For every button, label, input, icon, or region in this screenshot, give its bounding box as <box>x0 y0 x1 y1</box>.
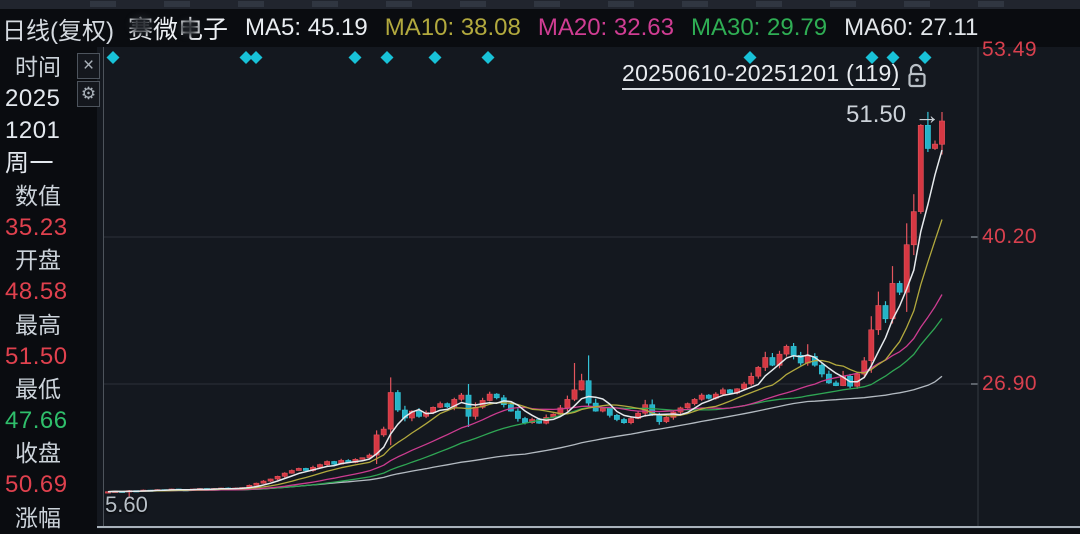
field-value-label: 数值 <box>15 182 61 209</box>
lock-icon[interactable] <box>906 63 928 89</box>
field-close: 50.69 <box>5 471 68 499</box>
redaction-smudge <box>179 20 198 36</box>
event-markers[interactable] <box>106 51 932 64</box>
date-year: 2025 <box>5 85 61 113</box>
close-button[interactable]: × <box>77 53 100 79</box>
date-monthday: 1201 <box>5 117 61 145</box>
close-icon: × <box>82 55 95 76</box>
ma60-readout: MA60: 27.11 <box>844 14 979 41</box>
chart-background <box>97 47 1080 529</box>
axis-price-top: 53.49 <box>982 38 1038 61</box>
candles-layer <box>105 111 945 497</box>
field-low-label: 最低 <box>15 375 61 402</box>
header-bar: 日线(复权) 赛微电子 MA5: 45.19 MA10: 38.08 MA20:… <box>0 9 1080 47</box>
field-open-label: 开盘 <box>15 247 61 274</box>
low-price-annotation: 5.60 <box>105 492 148 517</box>
period-label: 日线(复权) <box>2 17 114 45</box>
axis-price-mid: 40.20 <box>982 225 1038 248</box>
axis-price-bottom: 26.90 <box>982 372 1038 395</box>
ma5-readout: MA5: 45.19 <box>245 14 368 41</box>
high-price-annotation: 51.50 → <box>846 100 941 130</box>
field-value: 35.23 <box>5 213 68 241</box>
weekday: 周一 <box>5 149 54 177</box>
data-panel: 时间 2025 1201 周一 数值 35.23 开盘 48.58 最高 51.… <box>0 47 100 534</box>
settings-button[interactable]: ⚙ <box>77 81 100 107</box>
grid-lines <box>0 47 1080 528</box>
arrow-right-icon: → <box>914 100 941 130</box>
field-high-label: 最高 <box>15 311 61 338</box>
bottom-strip <box>0 529 1080 533</box>
field-close-label: 收盘 <box>15 440 61 467</box>
toolbar-strip <box>0 0 1080 9</box>
ma-lines <box>107 149 943 493</box>
field-change-label: 涨幅 <box>15 504 61 531</box>
field-low: 47.66 <box>5 407 68 435</box>
redaction-smudge <box>129 16 152 34</box>
field-time-label: 时间 <box>15 54 61 80</box>
ma30-readout: MA30: 29.79 <box>690 14 828 41</box>
gear-icon: ⚙ <box>80 84 97 103</box>
stock-name: 赛微电子 <box>127 16 228 44</box>
field-high: 51.50 <box>5 342 68 370</box>
ma10-readout: MA10: 38.08 <box>384 14 521 41</box>
ma20-readout: MA20: 32.63 <box>537 14 674 41</box>
data-panel-rows: 时间 2025 1201 周一 数值 35.23 开盘 48.58 最高 51.… <box>0 51 97 534</box>
date-range-button[interactable]: 20250610-20251201 (119) <box>622 60 900 90</box>
date-range-control: 20250610-20251201 (119) <box>622 60 928 90</box>
field-open: 48.58 <box>5 278 68 306</box>
